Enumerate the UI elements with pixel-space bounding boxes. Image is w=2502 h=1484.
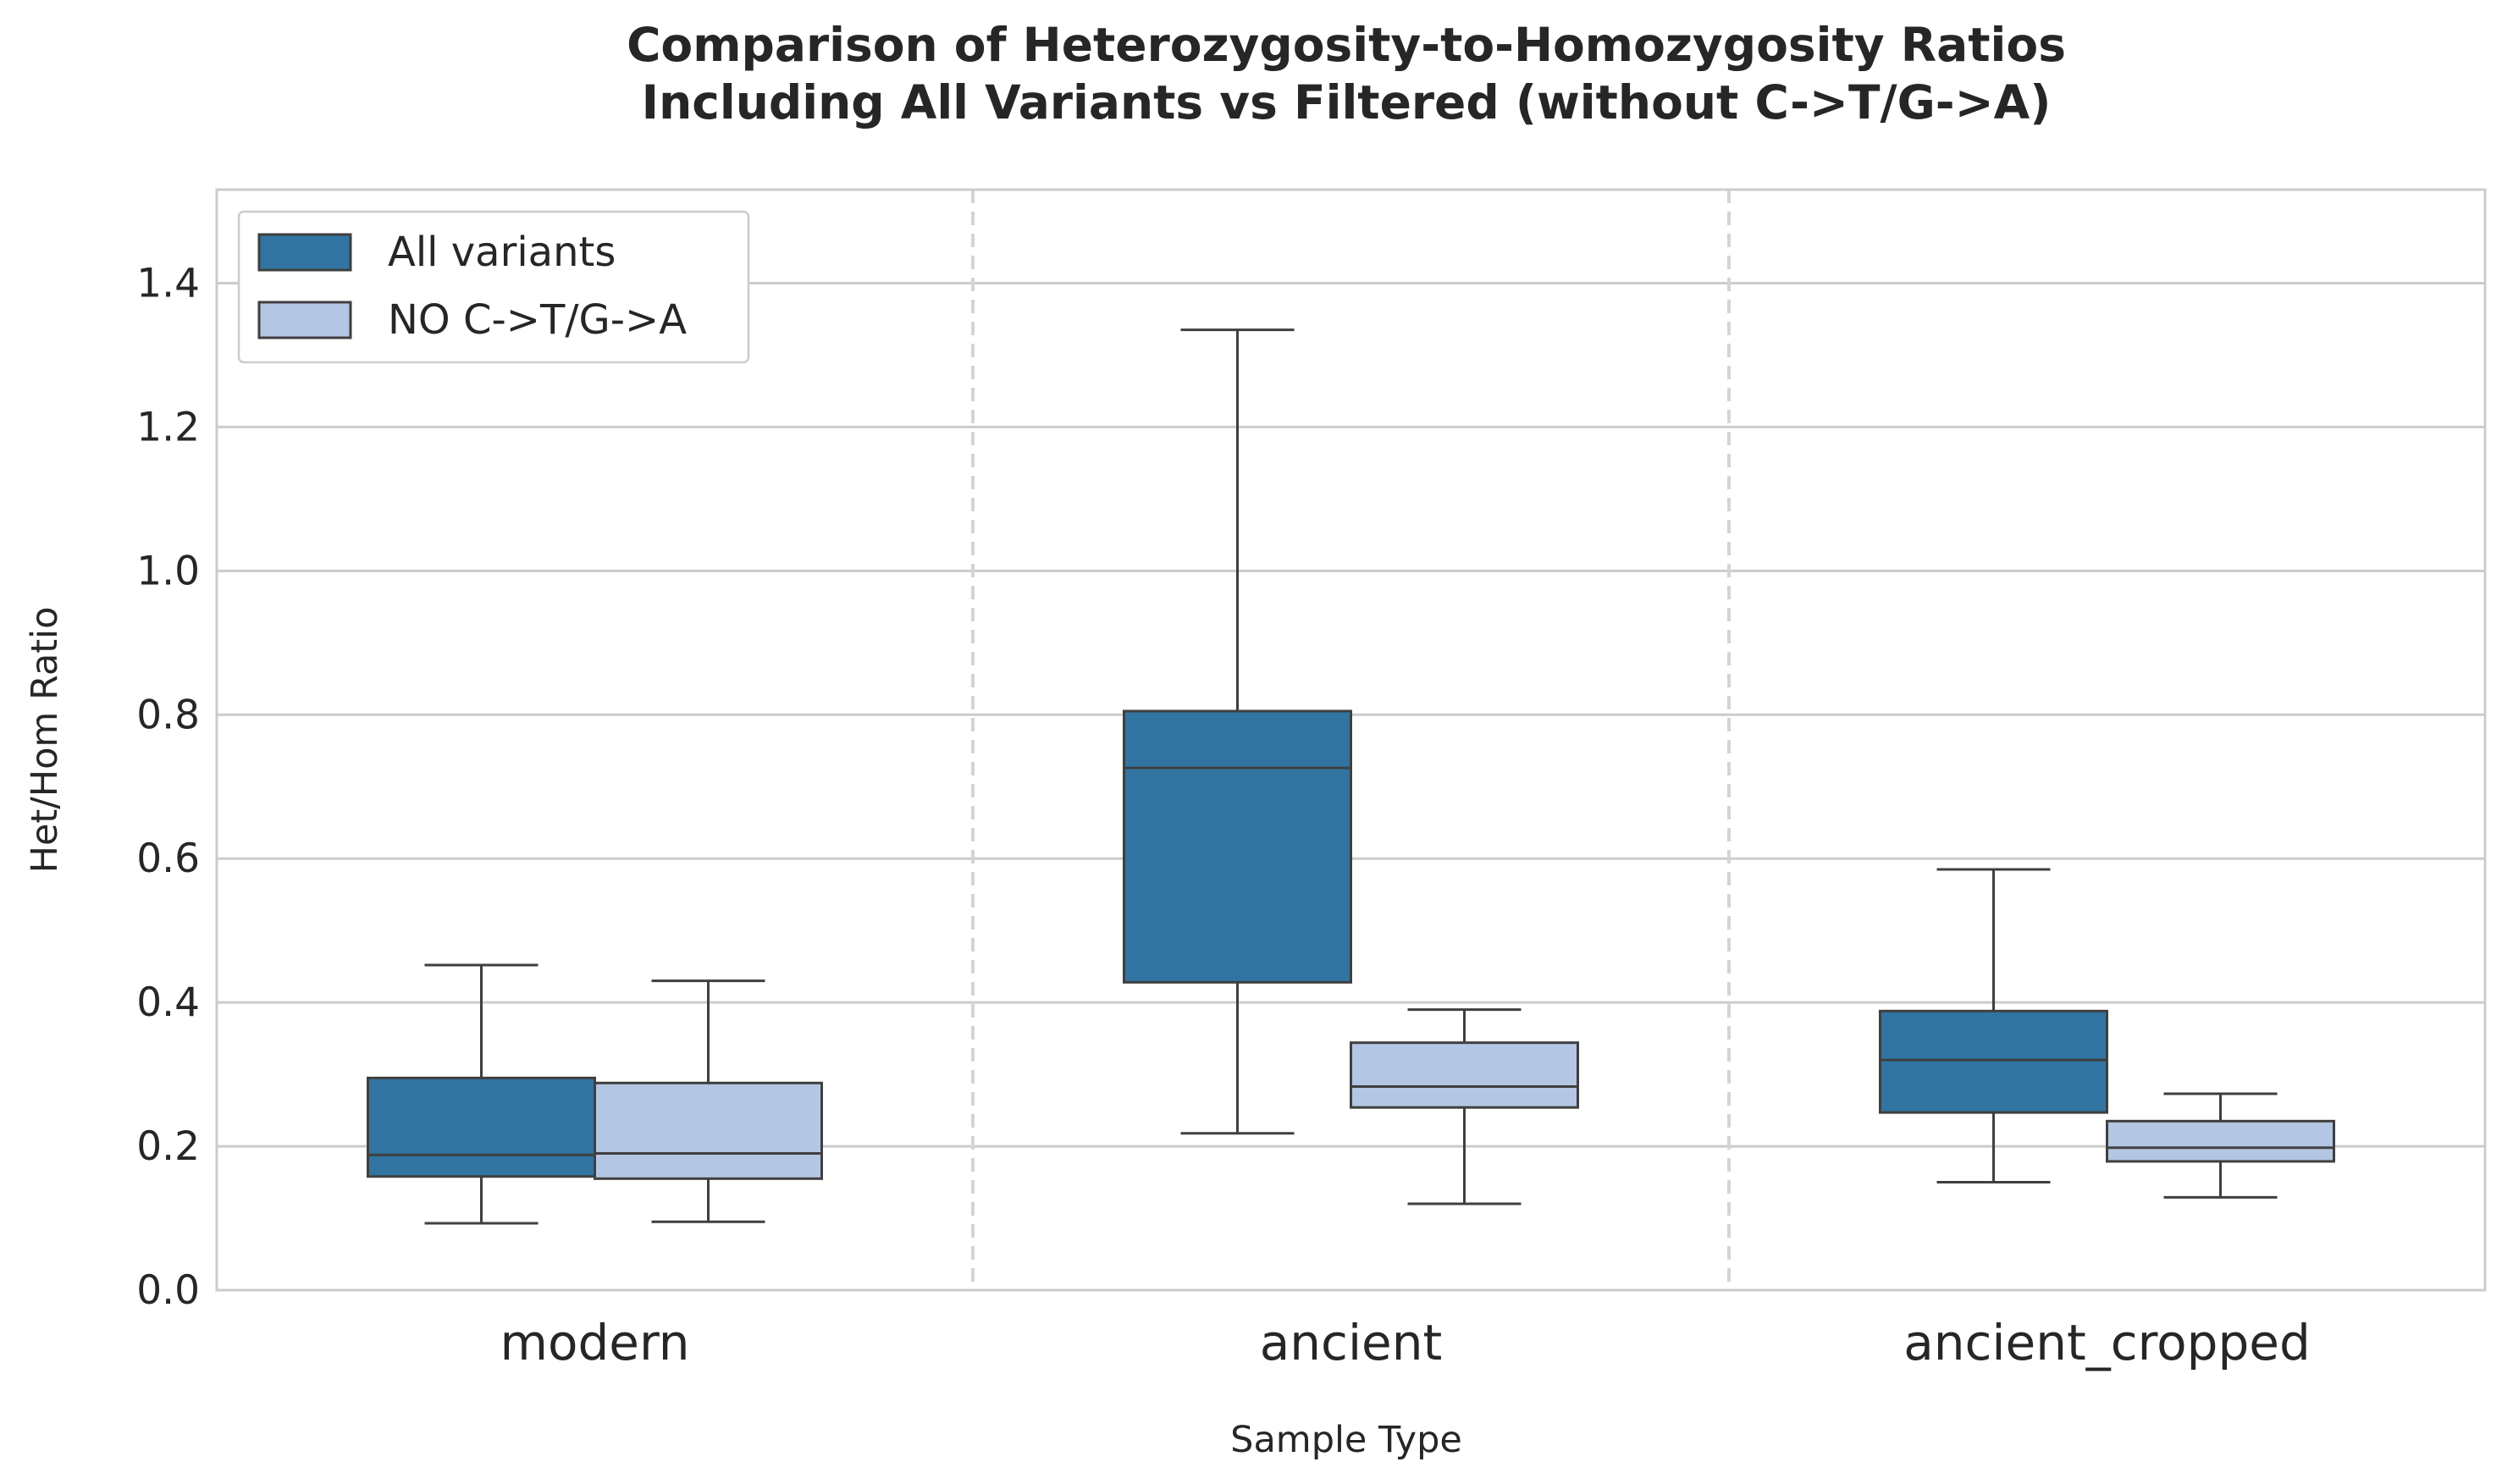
y-tick-labels: 0.0 0.2 0.4 0.6 0.8 1.0 1.2 1.4 xyxy=(136,260,200,1314)
box-modern-series-0 xyxy=(367,963,596,1225)
x-tick-labels: modern ancient ancient_cropped xyxy=(500,1314,2310,1371)
legend-label-no-ct-ga: NO C->T/G->A xyxy=(388,296,687,344)
y-tick-label: 0.8 xyxy=(136,692,200,738)
box-ancient-cropped-series-0 xyxy=(1879,868,2108,1184)
iqr-box xyxy=(1350,1041,1579,1109)
y-tick-label: 0.2 xyxy=(136,1123,200,1170)
legend-swatch-all-variants xyxy=(257,233,352,272)
y-tick-label: 1.0 xyxy=(136,548,200,594)
box-series xyxy=(367,328,2335,1225)
x-tick-label-ancient: ancient xyxy=(1260,1314,1443,1371)
y-tick-label: 0.6 xyxy=(136,836,200,882)
y-tick-label: 1.4 xyxy=(136,260,200,306)
iqr-box xyxy=(1123,709,1352,984)
category-separators xyxy=(971,190,1731,1290)
legend-frame xyxy=(237,210,750,364)
legend-label-all-variants: All variants xyxy=(388,229,616,276)
y-tick-label: 0.0 xyxy=(136,1267,200,1314)
box-ancient-series-0 xyxy=(1123,328,1352,1135)
box-ancient-series-1 xyxy=(1350,1008,1579,1205)
box-ancient-cropped-series-1 xyxy=(2106,1092,2335,1199)
legend: All variants NO C->T/G->A xyxy=(237,210,750,364)
chart-title: Comparison of Heterozygosity-to-Homozygo… xyxy=(627,18,2066,72)
x-axis-label: Sample Type xyxy=(1230,1419,1462,1461)
box-modern-series-1 xyxy=(594,979,823,1223)
y-axis-label: Het/Hom Ratio xyxy=(24,607,66,874)
iqr-box xyxy=(2106,1119,2335,1163)
y-tick-label: 1.2 xyxy=(136,404,200,450)
legend-swatch-no-ct-ga xyxy=(257,301,352,339)
y-tick-label: 0.4 xyxy=(136,979,200,1026)
x-tick-label-ancient-cropped: ancient_cropped xyxy=(1903,1314,2311,1371)
chart-subtitle: Including All Variants vs Filtered (with… xyxy=(642,75,2052,130)
x-tick-label-modern: modern xyxy=(500,1314,689,1371)
plot-area xyxy=(215,188,2487,1292)
iqr-box xyxy=(594,1081,823,1180)
plot-frame xyxy=(215,188,2487,1292)
iqr-box xyxy=(367,1076,596,1178)
iqr-box xyxy=(1879,1009,2108,1114)
